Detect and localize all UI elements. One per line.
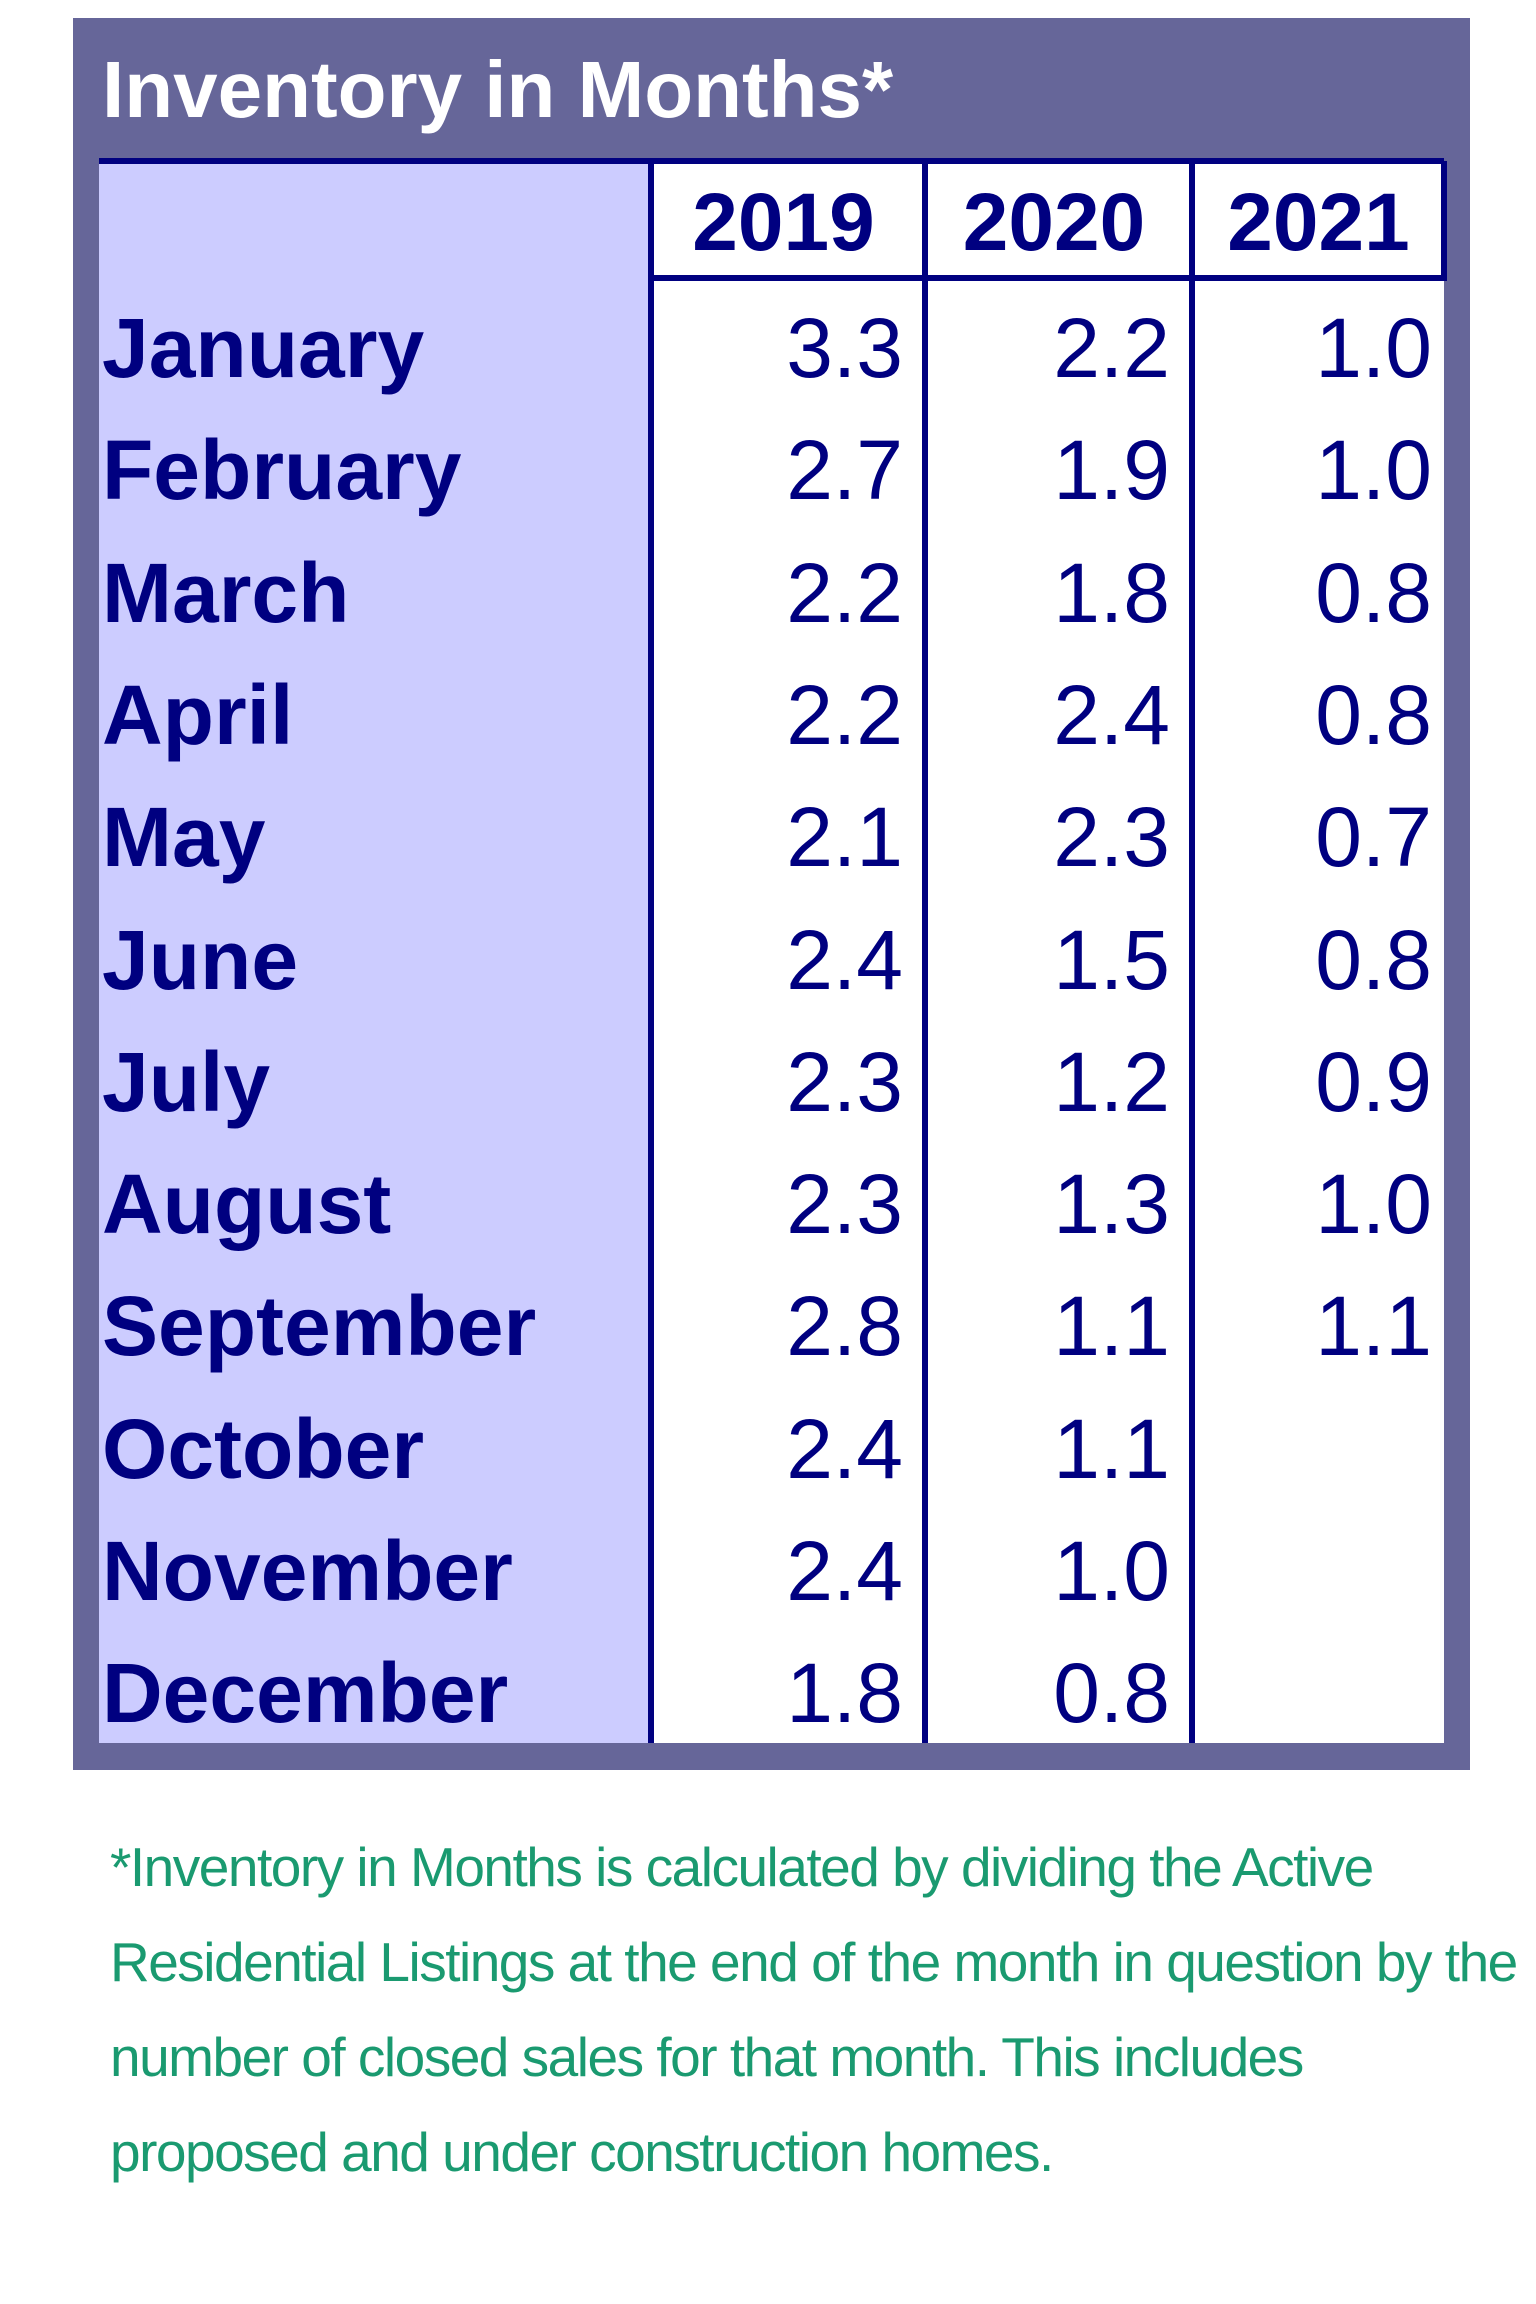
cell-value: 2.2: [786, 545, 903, 640]
cell-value: 1.9: [1053, 423, 1170, 518]
column-header: 2019: [692, 177, 875, 268]
row-label: September: [102, 1279, 537, 1374]
cell-value: 0.8: [1053, 1646, 1170, 1741]
row-label: January: [102, 301, 425, 395]
column-header: 2021: [1227, 177, 1410, 268]
cell-value: 1.5: [1053, 912, 1170, 1007]
column-border: [648, 161, 654, 1743]
row-label: April: [102, 667, 294, 762]
cell-value: 2.1: [786, 790, 903, 885]
cell-value: 1.0: [1315, 301, 1432, 395]
cell-value: 2.3: [786, 1034, 903, 1129]
cell-value: 1.1: [1315, 1279, 1432, 1374]
column-border: [1189, 161, 1195, 1743]
cell-value: 1.2: [1053, 1034, 1170, 1129]
row-label: March: [102, 545, 350, 640]
cell-value: 2.2: [1053, 301, 1170, 395]
row-label: October: [102, 1401, 425, 1496]
cell-value: 0.8: [1315, 667, 1432, 762]
cell-value: 1.0: [1053, 1524, 1170, 1618]
cell-value: 1.8: [1053, 545, 1170, 640]
cell-value: 1.3: [1053, 1157, 1170, 1252]
cell-value: 2.8: [786, 1279, 903, 1374]
row-label: July: [102, 1034, 271, 1129]
data-columns: [651, 161, 1444, 1743]
footnote: *Inventory in Months is calculated by di…: [110, 1836, 1518, 2183]
cell-value: 0.7: [1315, 790, 1432, 885]
column-header: 2020: [962, 177, 1146, 268]
cell-value: 1.0: [1315, 1157, 1432, 1252]
cell-value: 2.4: [786, 1401, 903, 1496]
cell-value: 1.8: [786, 1646, 903, 1741]
cell-value: 1.1: [1053, 1279, 1170, 1374]
label-column: [99, 161, 651, 1743]
cell-value: 3.3: [786, 301, 903, 395]
cell-value: 0.9: [1315, 1034, 1432, 1129]
cell-value: 2.2: [786, 667, 903, 762]
row-label: May: [102, 790, 266, 885]
cell-value: 2.3: [1053, 790, 1170, 885]
column-border: [1441, 161, 1447, 281]
header-bottom-border: [651, 275, 1444, 281]
row-label: December: [102, 1646, 509, 1741]
row-label: November: [102, 1524, 513, 1618]
row-label: June: [102, 912, 299, 1007]
cell-value: 1.1: [1053, 1401, 1170, 1496]
header-top-border: [99, 158, 1444, 164]
cell-value: 0.8: [1315, 545, 1432, 640]
cell-value: 2.4: [1053, 667, 1170, 762]
table-title: Inventory in Months*: [102, 45, 894, 134]
cell-value: 2.3: [786, 1157, 903, 1252]
cell-value: 1.0: [1315, 423, 1432, 518]
cell-value: 2.7: [786, 423, 903, 518]
row-label: February: [102, 423, 462, 518]
column-border: [922, 161, 928, 1743]
cell-value: 2.4: [786, 912, 903, 1007]
cell-value: 2.4: [786, 1524, 903, 1618]
cell-value: 0.8: [1315, 912, 1432, 1007]
row-label: August: [102, 1157, 392, 1252]
